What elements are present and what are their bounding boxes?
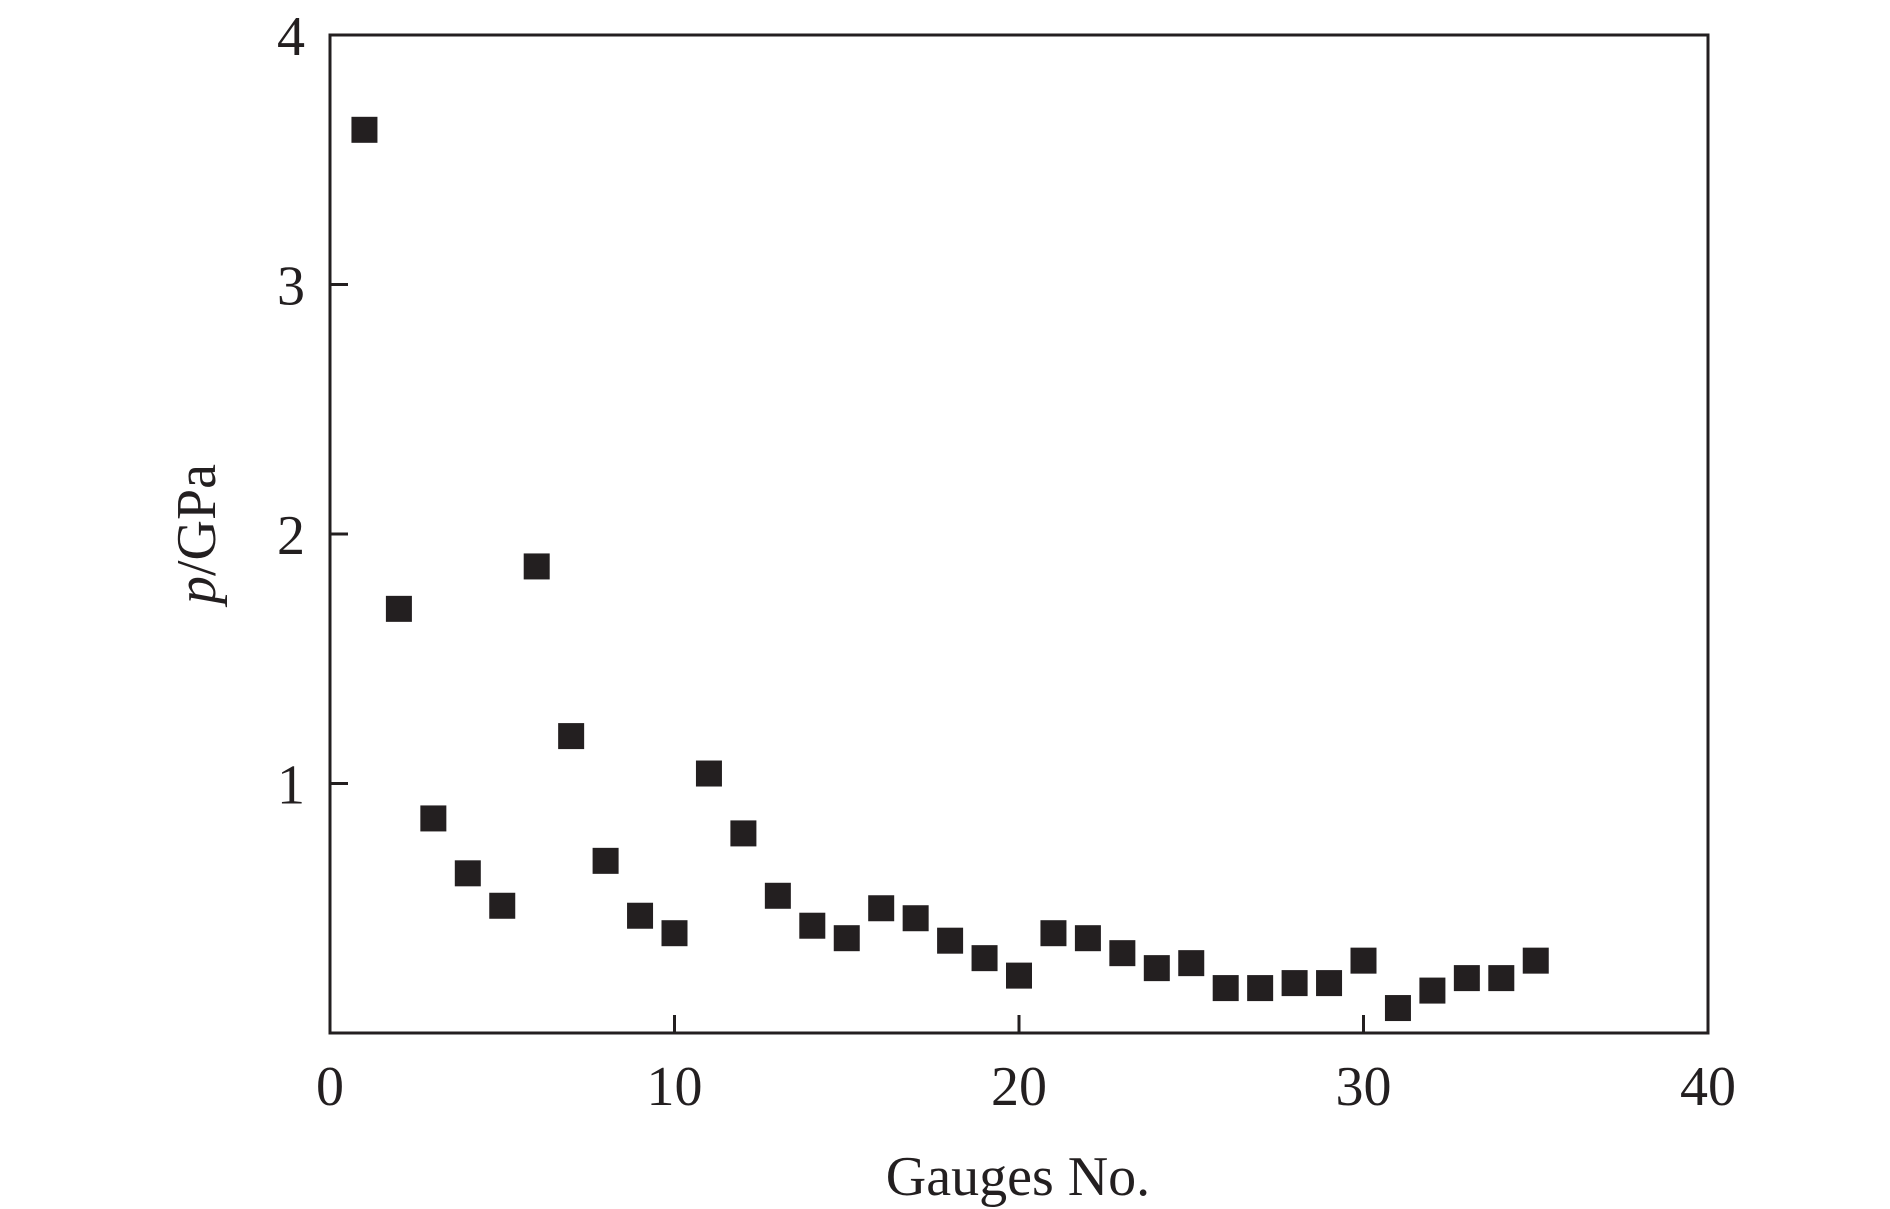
y-axis-ticks: 1 2 3 4 [277,6,348,817]
x-tick-label: 30 [1336,1056,1392,1118]
data-point-16 [868,895,895,922]
data-point-6 [523,553,550,580]
data-point-10 [661,920,688,947]
data-point-7 [558,723,585,750]
data-point-22 [1074,925,1101,952]
data-point-23 [1109,940,1136,967]
data-point-21 [1040,920,1067,947]
x-axis-label: Gauges No. [886,1146,1150,1208]
data-point-19 [971,945,998,972]
data-point-32 [1419,977,1446,1004]
data-point-15 [833,925,860,952]
data-point-18 [937,927,964,954]
plot-frame [328,33,1710,1035]
data-point-17 [902,905,929,932]
data-point-35 [1522,947,1549,974]
data-point-2 [385,595,412,622]
data-point-25 [1178,950,1205,977]
data-point-27 [1247,975,1274,1002]
data-point-29 [1316,970,1343,997]
data-point-28 [1281,970,1308,997]
data-point-4 [454,860,481,887]
x-tick-label: 20 [991,1056,1047,1118]
x-tick-label: 10 [647,1056,703,1118]
data-point-11 [695,760,722,787]
y-axis-label-variable: p [166,576,228,608]
data-point-12 [730,820,757,847]
y-axis-label-unit: /GPa [166,464,228,576]
data-point-9 [627,902,654,929]
y-tick-label: 4 [277,6,305,68]
y-tick-label: 3 [277,256,305,318]
data-point-8 [592,847,619,874]
data-points [351,116,1549,1022]
y-tick-label: 1 [277,755,305,817]
y-tick-label: 2 [277,505,305,567]
data-point-3 [420,805,447,832]
x-axis-ticks: 0 10 20 30 40 [316,1015,1736,1118]
data-point-31 [1384,995,1411,1022]
data-point-20 [1006,962,1032,989]
x-tick-label: 40 [1680,1056,1736,1118]
data-point-30 [1350,947,1377,974]
data-point-5 [489,892,516,919]
data-point-34 [1488,965,1515,992]
data-point-1 [351,116,378,143]
data-point-14 [799,912,826,939]
data-point-24 [1143,955,1170,982]
data-point-26 [1212,975,1239,1002]
x-tick-label: 0 [316,1056,344,1118]
data-point-13 [764,882,791,909]
y-axis-label: p/GPa [166,464,228,608]
data-point-33 [1453,965,1480,992]
